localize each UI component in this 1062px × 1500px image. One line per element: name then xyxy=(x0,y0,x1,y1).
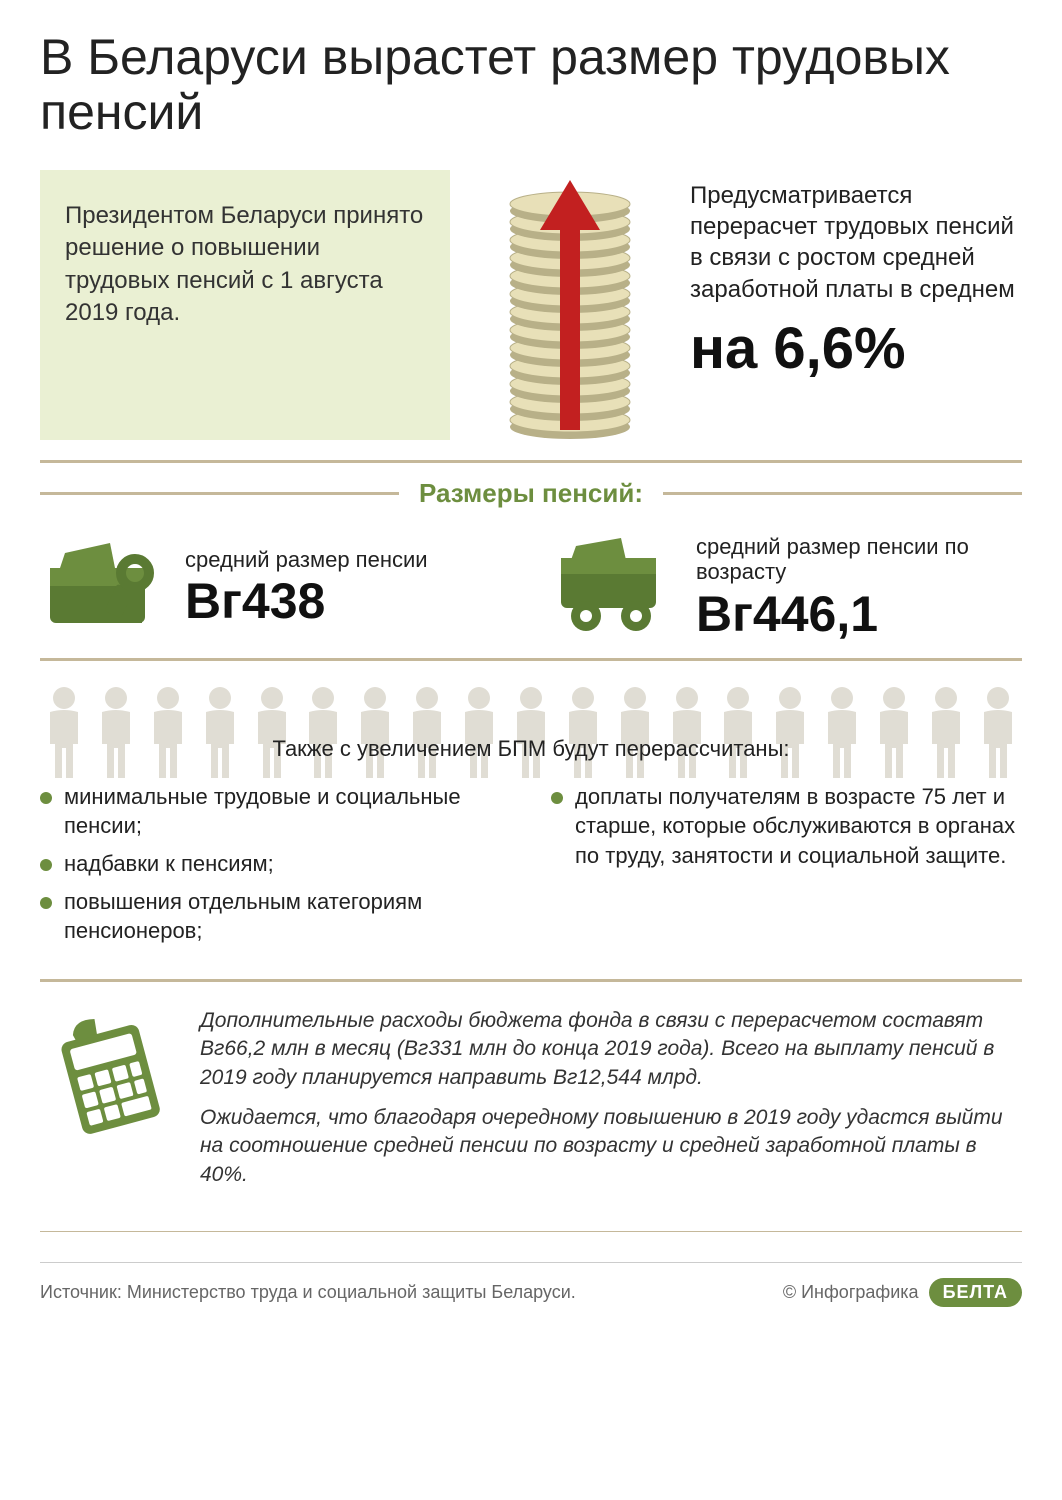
page-title: В Беларуси вырастет размер трудовых пенс… xyxy=(40,30,1022,140)
bullets-right: доплаты получателям в возрасте 75 лет и … xyxy=(551,782,1022,954)
infographic-container: В Беларуси вырастет размер трудовых пенс… xyxy=(0,0,1062,1327)
person-icon xyxy=(663,686,711,781)
person-icon xyxy=(196,686,244,781)
bullets-section: минимальные трудовые и социальные пенсии… xyxy=(40,782,1022,954)
person-icon xyxy=(351,686,399,781)
divider xyxy=(40,979,1022,982)
belta-logo: БЕЛТА xyxy=(929,1278,1022,1307)
coin-stack-icon xyxy=(470,170,670,440)
credit-text: © Инфографика xyxy=(783,1282,919,1303)
size-label-1: средний размер пенсии по возрасту xyxy=(696,534,1022,585)
person-icon xyxy=(870,686,918,781)
divider xyxy=(40,658,1022,661)
person-icon xyxy=(455,686,503,781)
sizes-section: Размеры пенсий: средний размер пенсии xyxy=(40,478,1022,643)
increase-desc: Предусматривается перерасчет трудовых пе… xyxy=(690,180,1022,305)
summary-paragraph: Дополнительные расходы бюджета фонда в с… xyxy=(200,1007,1022,1092)
size-value-0: Вг438 xyxy=(185,572,511,630)
summary-text: Дополнительные расходы бюджета фонда в с… xyxy=(200,1007,1022,1201)
divider xyxy=(40,460,1022,463)
people-row xyxy=(40,686,1022,781)
person-icon xyxy=(974,686,1022,781)
size-value-1: Вг446,1 xyxy=(696,585,1022,643)
size-item-avg: средний размер пенсии Вг438 xyxy=(40,534,511,643)
summary-section: Дополнительные расходы бюджета фонда в с… xyxy=(40,1007,1022,1201)
person-icon xyxy=(403,686,451,781)
intro-box: Президентом Беларуси принято решение о п… xyxy=(40,170,450,440)
intro-section: Президентом Беларуси принято решение о п… xyxy=(40,170,1022,440)
person-icon xyxy=(818,686,866,781)
person-icon xyxy=(714,686,762,781)
divider xyxy=(40,1231,1022,1232)
bullet-item: доплаты получателям в возрасте 75 лет и … xyxy=(551,782,1022,871)
person-icon xyxy=(92,686,140,781)
bullet-item: повышения отдельным категориям пенсионер… xyxy=(40,887,511,946)
bullet-item: надбавки к пенсиям; xyxy=(40,849,511,879)
bullets-left: минимальные трудовые и социальные пенсии… xyxy=(40,782,511,954)
header-line-right xyxy=(663,492,1022,495)
person-icon xyxy=(144,686,192,781)
summary-paragraph: Ожидается, что благодаря очередному повы… xyxy=(200,1104,1022,1189)
person-icon xyxy=(766,686,814,781)
header-line-left xyxy=(40,492,399,495)
size-item-age: средний размер пенсии по возрасту Вг446,… xyxy=(551,534,1022,643)
person-icon xyxy=(559,686,607,781)
sizes-header: Размеры пенсий: xyxy=(40,478,1022,509)
person-icon xyxy=(299,686,347,781)
footer-credit: © Инфографика БЕЛТА xyxy=(783,1278,1022,1307)
increase-text: Предусматривается перерасчет трудовых пе… xyxy=(690,170,1022,440)
footer: Источник: Министерство труда и социально… xyxy=(40,1262,1022,1307)
wallet-tools-icon xyxy=(40,538,170,638)
wallet-wheels-icon xyxy=(551,538,681,638)
bullet-item: минимальные трудовые и социальные пенсии… xyxy=(40,782,511,841)
person-icon xyxy=(507,686,555,781)
person-icon xyxy=(611,686,659,781)
person-icon xyxy=(922,686,970,781)
sizes-header-label: Размеры пенсий: xyxy=(399,478,663,509)
person-icon xyxy=(248,686,296,781)
sizes-row: средний размер пенсии Вг438 xyxy=(40,534,1022,643)
calculator-icon xyxy=(40,1007,180,1152)
increase-value: на 6,6% xyxy=(690,315,1022,382)
person-icon xyxy=(40,686,88,781)
footer-source: Источник: Министерство труда и социально… xyxy=(40,1281,576,1304)
size-label-0: средний размер пенсии xyxy=(185,547,511,572)
